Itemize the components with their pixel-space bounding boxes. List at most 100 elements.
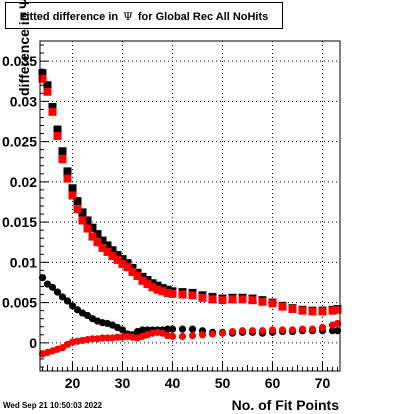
axis-ticks (40, 44, 338, 371)
plot-frame-fill (40, 41, 340, 371)
square-marker (278, 302, 287, 311)
square-marker (143, 276, 152, 285)
square-marker (58, 155, 67, 164)
square-marker (118, 255, 127, 264)
square-marker (58, 147, 67, 156)
square-marker (88, 232, 97, 241)
square-marker (148, 283, 157, 292)
circle-marker (168, 325, 177, 333)
x-tick-label: 30 (115, 375, 131, 391)
x-tick-label: 60 (265, 375, 281, 391)
square-marker (328, 306, 337, 315)
circle-marker (98, 334, 107, 342)
circle-marker (168, 332, 177, 340)
circle-marker (178, 332, 187, 340)
square-marker (118, 259, 127, 268)
timestamp: Wed Sep 21 10:50:03 2022 (3, 401, 103, 410)
square-marker (78, 208, 87, 217)
square-marker (308, 307, 317, 316)
tick-labels: 20 30 40 50 60 70 0 0.005 0.01 0.015 0.02 0.025 0.03… (2, 53, 331, 391)
circle-marker (113, 333, 122, 341)
square-marker (48, 103, 57, 111)
square-marker (93, 230, 102, 239)
circle-marker (318, 323, 327, 332)
y-tick-label: 0.03 (10, 93, 37, 109)
square-marker (83, 224, 92, 233)
chart-title: Fitted difference in Ψ for Global Rec Al… (6, 10, 282, 23)
chart-title-box: Fitted difference in Ψ for Global Rec Al… (5, 2, 283, 29)
chart-title-psi: Ψ (123, 10, 133, 23)
circle-marker (88, 335, 97, 343)
square-marker (318, 307, 327, 316)
circle-marker (38, 274, 47, 282)
square-marker (138, 276, 147, 285)
square-marker (168, 289, 177, 298)
square-marker (123, 259, 132, 268)
circle-marker (198, 331, 207, 339)
circle-marker (58, 293, 67, 301)
y-tick-label: 0.01 (10, 254, 37, 270)
circle-marker (118, 326, 127, 334)
square-marker (153, 281, 162, 290)
circle-marker (53, 288, 62, 296)
data-points (38, 69, 342, 358)
y-tick-label: 0.015 (2, 214, 37, 230)
square-marker (98, 236, 107, 245)
square-marker (148, 279, 157, 288)
chart-title-suffix: for Global Rec All NoHits (137, 11, 269, 23)
plot-frame (39, 40, 341, 372)
square-marker (38, 74, 47, 83)
circle-marker (333, 327, 342, 335)
circle-marker (238, 327, 247, 335)
circle-marker (228, 327, 237, 336)
square-marker (138, 272, 147, 281)
x-tick-label: 40 (165, 375, 181, 391)
square-marker (258, 297, 267, 306)
square-marker (83, 216, 92, 225)
y-tick-label: 0.025 (2, 134, 37, 150)
square-marker (43, 87, 52, 96)
square-marker (333, 305, 342, 314)
square-marker (103, 241, 112, 250)
square-marker (143, 280, 152, 289)
circle-marker (68, 302, 77, 310)
circle-marker (248, 327, 257, 335)
square-marker (248, 296, 257, 305)
x-axis-label: No. of Fit Points (231, 397, 339, 413)
square-marker (163, 288, 172, 297)
square-marker (68, 191, 77, 200)
circle-marker (103, 334, 112, 342)
square-marker (133, 272, 142, 281)
square-marker (123, 263, 132, 272)
square-marker (53, 125, 62, 134)
square-marker (63, 167, 72, 176)
square-marker (38, 69, 47, 78)
square-marker (288, 305, 297, 314)
circle-marker (288, 326, 297, 334)
circle-marker (268, 326, 277, 334)
circle-marker (218, 329, 227, 337)
square-marker (113, 255, 122, 264)
x-tick-label: 50 (215, 375, 231, 391)
square-marker (98, 243, 107, 252)
square-marker (238, 295, 247, 304)
square-marker (268, 299, 277, 308)
chart-title-prefix: Fitted difference in (19, 11, 119, 23)
circle-marker (308, 325, 317, 333)
circle-marker (178, 325, 187, 333)
square-marker (158, 287, 167, 296)
y-tick-label: 0.02 (10, 174, 37, 190)
square-marker (108, 246, 117, 255)
square-marker (93, 238, 102, 247)
square-marker (68, 184, 77, 193)
square-marker (128, 268, 137, 276)
circle-marker (333, 319, 342, 328)
circle-marker (298, 325, 307, 333)
circle-marker (188, 331, 197, 340)
y-axis-label: difference in Ψ (16, 0, 32, 96)
square-marker (178, 290, 187, 299)
square-marker (218, 296, 227, 305)
square-marker (103, 247, 112, 256)
circle-marker (63, 297, 72, 305)
